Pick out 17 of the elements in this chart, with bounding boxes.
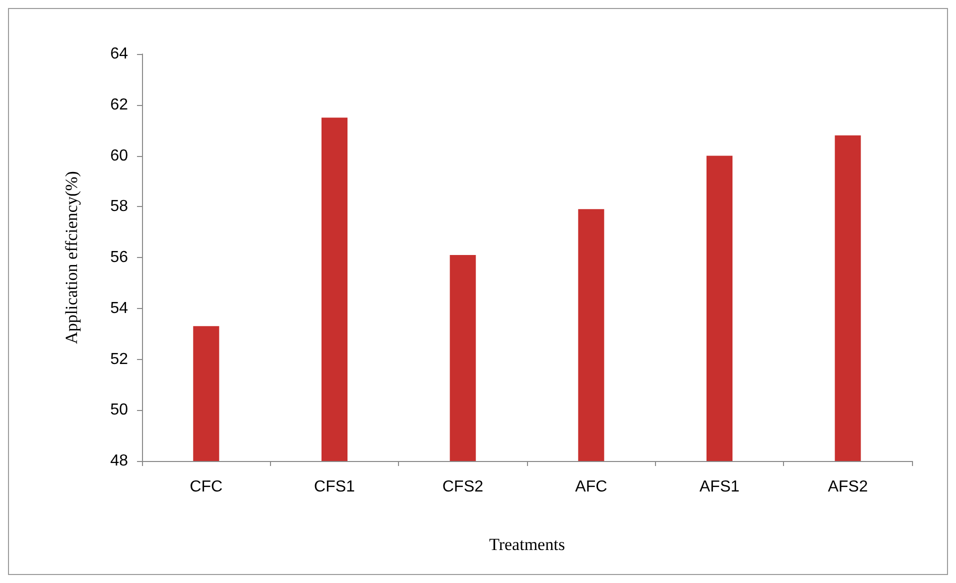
x-tick-label: CFC: [190, 478, 223, 496]
y-tick-label: 54: [110, 300, 128, 317]
x-tick-label: AFC: [575, 478, 608, 496]
y-tick-label: 52: [110, 350, 128, 368]
x-axis-title: Treatments: [489, 535, 565, 554]
x-tick-label: CFS1: [314, 478, 356, 496]
y-tick-label: 50: [110, 402, 128, 419]
y-axis-title: Application effciency(%): [62, 171, 81, 344]
y-tick-label: 62: [110, 96, 128, 114]
x-tick-label: AFS1: [699, 478, 740, 496]
y-tick-label: 56: [110, 249, 128, 266]
y-tick-label: 60: [110, 147, 128, 164]
x-tick-label: CFS2: [442, 478, 484, 496]
x-tick-label: AFS2: [828, 478, 868, 496]
y-tick-label: 64: [110, 46, 128, 62]
y-tick-label: 48: [110, 452, 128, 470]
y-tick-label: 58: [110, 198, 128, 216]
